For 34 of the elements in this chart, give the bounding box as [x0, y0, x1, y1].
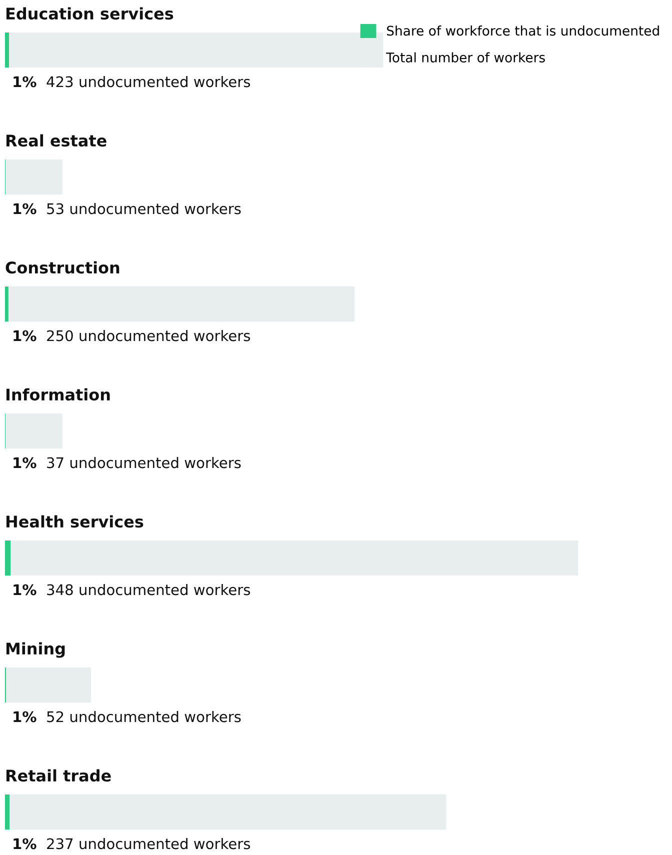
annotation: 37 undocumented workers — [47, 456, 241, 468]
annotation: 237 undocumented workers — [47, 838, 250, 850]
bar — [8, 286, 355, 322]
annotation: 250 undocumented workers — [47, 330, 250, 342]
annotation: 1% — [14, 76, 36, 88]
annotation: 1% — [14, 457, 36, 468]
bar — [6, 668, 91, 702]
bar — [6, 160, 62, 194]
bar — [10, 540, 578, 576]
annotation: 1% — [14, 584, 36, 596]
annotation: 1% — [14, 330, 36, 342]
bar — [6, 414, 62, 448]
annotation: 1% — [14, 838, 36, 850]
annotation: 52 undocumented workers — [47, 710, 241, 722]
y-tick-label: Education services — [6, 7, 174, 20]
annotation: 348 undocumented workers — [47, 584, 250, 596]
bar — [10, 794, 446, 830]
bar — [5, 286, 8, 322]
y-tick-label: Mining — [6, 642, 65, 658]
bar — [9, 32, 384, 68]
series-label: Total number of workers — [386, 52, 545, 62]
annotation: 1% — [14, 711, 36, 722]
legend-label: Share of workforce that is undocumented — [386, 25, 659, 36]
y-tick-label: Real estate — [6, 134, 106, 147]
y-tick-label: Health services — [6, 515, 144, 528]
annotation: 423 undocumented workers — [46, 76, 250, 88]
y-tick-label: Retail trade — [6, 769, 111, 782]
bar — [5, 32, 10, 68]
bar — [5, 540, 11, 576]
bar — [5, 794, 10, 830]
annotation: 53 undocumented workers — [47, 202, 241, 214]
y-tick-label: Construction — [6, 261, 120, 274]
annotation: 1% — [14, 203, 36, 214]
y-tick-label: Information — [6, 388, 110, 401]
